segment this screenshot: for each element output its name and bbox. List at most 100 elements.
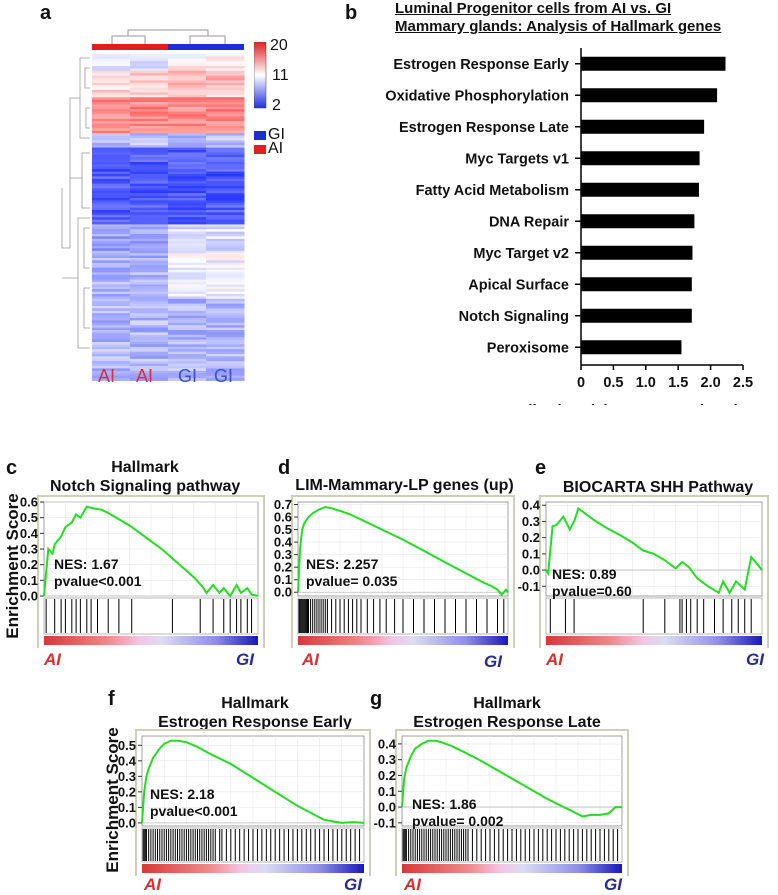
heatmap-cell	[206, 106, 245, 110]
heatmap-cell	[206, 284, 245, 288]
heatmap-cell	[206, 56, 245, 60]
heatmap-cell	[206, 294, 245, 297]
heatmap-cell	[168, 310, 207, 314]
heatmap-cell	[130, 217, 169, 221]
bar-chart-title-line1: Luminal Progenitor cells from AI vs. GI	[395, 0, 672, 17]
heatmap-cell	[168, 193, 207, 197]
heatmap-cell	[92, 258, 131, 261]
bar-category-label: Apical Surface	[468, 277, 569, 293]
heatmap-cell	[92, 373, 131, 377]
heatmap-cell	[130, 135, 169, 139]
heatmap-cell	[130, 207, 169, 211]
heatmap-cell	[168, 140, 207, 144]
y-tick-label: 0.0	[118, 815, 136, 830]
heatmap-cell	[130, 188, 169, 192]
panel-f-pvalue: pvalue<0.001	[150, 803, 238, 819]
heatmap-cell	[206, 111, 245, 115]
heatmap-cell	[168, 342, 207, 345]
y-tick-label: 0.5	[20, 510, 38, 525]
heatmap-cell	[206, 260, 245, 264]
heatmap-cell	[206, 138, 245, 141]
heatmap-cell	[168, 75, 207, 79]
heatmap-cell	[206, 334, 245, 338]
heatmap-cell	[92, 260, 131, 264]
heatmap-cell	[168, 265, 207, 269]
heatmap-cell	[206, 308, 245, 312]
heatmap-cell	[168, 322, 207, 326]
heatmap-cell	[168, 200, 207, 204]
bar	[581, 182, 699, 197]
rank-gradient-bar	[44, 636, 258, 645]
panel-e-stats: NES: 0.89 pvalue=0.60	[552, 566, 632, 600]
y-tick-label: 0.0	[378, 800, 396, 815]
heatmap-cell	[130, 147, 169, 151]
heatmap-cell	[206, 342, 245, 345]
heatmap-cell	[168, 126, 207, 129]
heatmap-cell	[130, 87, 169, 91]
heatmap-cell	[206, 140, 245, 144]
heatmap-cell	[130, 236, 169, 240]
heatmap-cell	[130, 325, 169, 329]
heatmap-cell	[92, 121, 131, 125]
heatmap-cell	[92, 164, 131, 168]
heatmap-cell	[206, 289, 245, 293]
heatmap-cell	[130, 260, 169, 264]
heatmap-cell	[130, 243, 169, 247]
heatmap-cell	[92, 217, 131, 221]
heatmap-cell	[206, 303, 245, 307]
heatmap-cell	[168, 61, 207, 65]
heatmap-cell	[168, 296, 207, 300]
heatmap-cell	[206, 97, 245, 101]
heatmap-cell	[92, 224, 131, 228]
heatmap-cell	[206, 378, 245, 381]
heatmap-cell	[92, 226, 131, 230]
heatmap-cell	[130, 159, 169, 163]
heatmap-cell	[92, 375, 131, 379]
heatmap-cell	[168, 277, 207, 281]
x-tick-label: 2.5	[733, 375, 753, 391]
heatmap-cell	[130, 154, 169, 158]
heatmap-cell	[130, 116, 169, 120]
heatmap-cell	[206, 99, 245, 103]
heatmap-cell	[168, 255, 207, 259]
heatmap-cell	[206, 248, 245, 252]
heatmap-cell	[130, 313, 169, 317]
heatmap-cell	[92, 190, 131, 194]
bar-chart-title: Luminal Progenitor cells from AI vs. GI …	[395, 0, 721, 36]
heatmap-cell	[168, 234, 207, 237]
heatmap-cell	[92, 130, 131, 134]
heatmap-cell	[206, 351, 245, 355]
column-dendrogram	[111, 29, 226, 44]
heatmap-cell	[168, 159, 207, 163]
heatmap-cell	[92, 166, 131, 170]
heatmap-cell	[92, 128, 131, 132]
heatmap-cell	[92, 315, 131, 319]
heatmap-cell	[92, 363, 131, 367]
y-tick-label: 0.4	[274, 535, 293, 550]
y-tick-label: 0.2	[118, 784, 136, 799]
heatmap-cell	[92, 234, 131, 237]
bar-category-label: Estrogen Response Early	[393, 57, 569, 73]
heatmap-cell	[92, 294, 131, 297]
heatmap-cell	[92, 344, 131, 348]
heatmap-cell	[130, 241, 169, 245]
y-tick-label: 0.3	[522, 514, 540, 529]
gsea-plot-g: 0.40.30.20.10.0-0.1	[374, 729, 629, 876]
y-tick-label: 0.0	[522, 563, 540, 578]
heatmap-cell	[92, 116, 131, 120]
heatmap-cell	[92, 162, 131, 165]
heatmap-cell	[130, 58, 169, 62]
heatmap-cell	[92, 104, 131, 108]
heatmap-cell	[92, 97, 131, 101]
heatmap-cell	[92, 241, 131, 245]
heatmap-cell	[92, 274, 131, 278]
heatmap-cell	[206, 82, 245, 86]
heatmap-cell	[206, 361, 245, 365]
heatmap-cell	[92, 219, 131, 223]
panel-g-title-line1: Hallmark	[473, 695, 541, 712]
heatmap-cell	[168, 250, 207, 254]
heatmap-cell	[168, 123, 207, 127]
heatmap-cell	[168, 248, 207, 252]
heatmap-cell	[130, 337, 169, 341]
heatmap-cell	[130, 178, 169, 182]
